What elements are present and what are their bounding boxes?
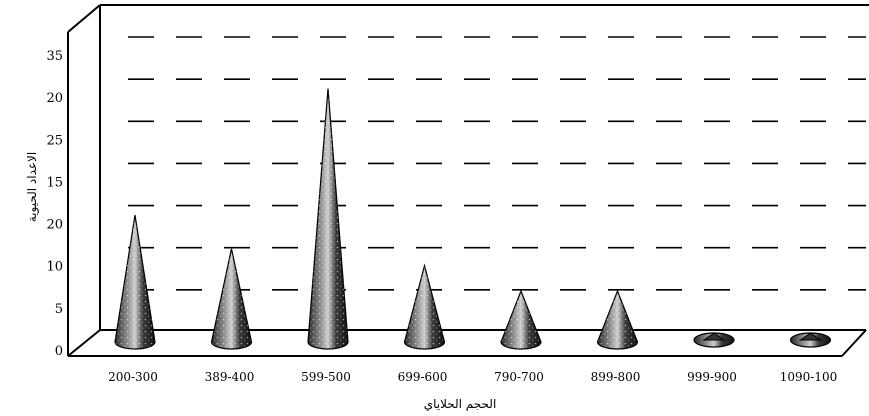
x-tick-label: 699-600 [398, 370, 448, 384]
x-tick-label: 790-700 [494, 370, 544, 384]
y-tick-label: 20 [46, 218, 63, 233]
y-tick-label: 35 [46, 49, 63, 64]
cone-texture [404, 265, 445, 349]
cone-bar [114, 215, 156, 350]
cone-texture [211, 248, 252, 349]
y-tick-label: 25 [46, 133, 63, 148]
x-axis-title: الحجم الحلاياي [424, 397, 497, 411]
x-axis-ticks: 200-300 389-400 599-500 699-600 790-700 899-8… [108, 370, 837, 384]
y-axis-ticks: 0 5 10 20 15 25 20 35 [46, 49, 63, 359]
x-tick-label: 1090-100 [780, 370, 838, 384]
cone-bar [693, 332, 735, 348]
chart-frame [67, 4, 869, 357]
cone-texture [115, 215, 155, 349]
y-tick-label: 20 [46, 91, 63, 106]
x-tick-label: 899-800 [591, 370, 641, 384]
cone-stub [798, 332, 823, 341]
cone-stub [702, 332, 726, 341]
cone-bar [307, 88, 349, 350]
y-tick-label: 5 [55, 302, 63, 317]
left-wall-top-edge [67, 4, 101, 33]
cone-bar [500, 289, 542, 350]
cone-bar [403, 263, 446, 350]
cone-texture [597, 291, 638, 349]
x-tick-label: 200-300 [108, 370, 158, 384]
x-tick-label: 599-500 [301, 370, 351, 384]
cone-texture [501, 291, 541, 349]
gridlines [128, 36, 866, 291]
y-tick-label: 15 [46, 175, 63, 190]
floor-left-edge [67, 329, 101, 357]
y-tick-label: 0 [55, 344, 63, 359]
cone-bar [596, 289, 639, 350]
x-tick-label: 999-900 [687, 370, 737, 384]
y-axis-title: الاعداد الحيوية [25, 152, 40, 222]
cone-texture [308, 88, 348, 349]
x-tick-label: 389-400 [205, 370, 255, 384]
cone-bar [789, 332, 832, 348]
cone-bar [210, 248, 253, 350]
cones [114, 88, 832, 350]
floor-right-edge [841, 329, 867, 357]
y-tick-label: 10 [46, 260, 63, 275]
